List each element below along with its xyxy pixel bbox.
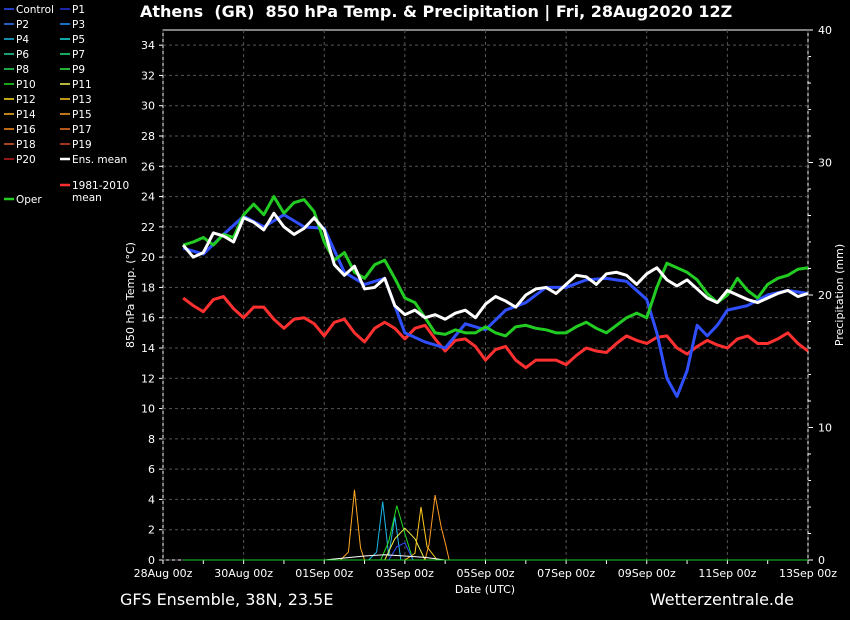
y-tick-label: 12 [141,372,155,385]
legend-label: P6 [16,49,29,61]
legend-label: P10 [16,79,36,91]
y-tick-label: 34 [141,39,155,52]
legend-label: P4 [16,34,29,46]
y-tick-label: 30 [141,100,155,113]
legend-label: P5 [72,34,85,46]
legend-label: P2 [16,19,29,31]
y-tick-label: 22 [141,221,155,234]
y2-tick-label: 40 [818,24,832,37]
y-tick-label: 32 [141,69,155,82]
x-tick-label: 03Sep 00z [376,567,434,580]
y-tick-label: 10 [141,403,155,416]
series-line-control [182,213,809,398]
legend-label: Oper [16,194,42,206]
x-tick-label: 07Sep 00z [537,567,595,580]
legend-label: P3 [72,19,85,31]
precip-line [404,506,438,561]
x-tick-label: 01Sep 00z [295,567,353,580]
x-tick-label: 11Sep 00z [698,567,756,580]
legend-label: Control [16,4,54,16]
footer-source: Wetterzentrale.de [649,590,794,609]
y-tick-label: 18 [141,281,155,294]
y2-tick-label: 30 [818,157,832,170]
y2-tick-label: 20 [818,289,832,302]
legend-label: Ens. mean [72,154,127,166]
legend-label: P20 [16,154,36,166]
chart-title: Athens (GR) 850 hPa Temp. & Precipitatio… [140,2,733,21]
y-tick-label: 28 [141,130,155,143]
legend-label: 1981-2010 [72,180,129,192]
legend-label: P18 [16,139,36,151]
x-tick-label: 30Aug 00z [214,567,273,580]
legend-label: P9 [72,64,85,76]
y-tick-label: 0 [148,554,155,567]
legend-label: P7 [72,49,85,61]
precip-line [424,494,450,561]
y-tick-label: 8 [148,433,155,446]
x-axis-label: Date (UTC) [455,583,515,596]
y-tick-label: 16 [141,312,155,325]
precip-line [368,501,402,561]
legend-label: P15 [72,109,92,121]
legend-label: P19 [72,139,92,151]
legend-label: P13 [72,94,92,106]
y-tick-label: 14 [141,342,155,355]
x-tick-label: 28Aug 00z [134,567,193,580]
series-line-oper [182,195,809,338]
y-axis-label: 850 hPa Temp. (°C) [124,242,137,348]
x-tick-label: 09Sep 00z [618,567,676,580]
y-tick-label: 20 [141,251,155,264]
legend-label: P17 [72,124,92,136]
series-line-ens-mean [182,211,809,321]
legend-label: P1 [72,4,85,16]
y-tick-label: 6 [148,463,155,476]
precip-line [380,505,414,561]
legend-label: P12 [16,94,36,106]
footer-model-location: GFS Ensemble, 38N, 23.5E [120,590,334,609]
y-tick-label: 24 [141,191,155,204]
y2-axis-label: Precipitation (mm) [833,244,846,346]
y2-tick-label: 10 [818,422,832,435]
x-tick-label: 05Sep 00z [457,567,515,580]
y-tick-label: 2 [148,524,155,537]
precip-line [340,489,385,561]
x-tick-label: 13Sep 00z [779,567,837,580]
precip-line [388,542,414,561]
legend-label: P11 [72,79,92,91]
y-tick-label: 26 [141,160,155,173]
legend-label: P14 [16,109,36,121]
y-tick-label: 4 [148,493,155,506]
series-line-1981-2010-mean [182,295,809,370]
legend-label: P8 [16,64,29,76]
precip-line [324,554,446,561]
legend-label: P16 [16,124,36,136]
legend-label: mean [72,192,102,204]
y2-tick-label: 0 [818,554,825,567]
